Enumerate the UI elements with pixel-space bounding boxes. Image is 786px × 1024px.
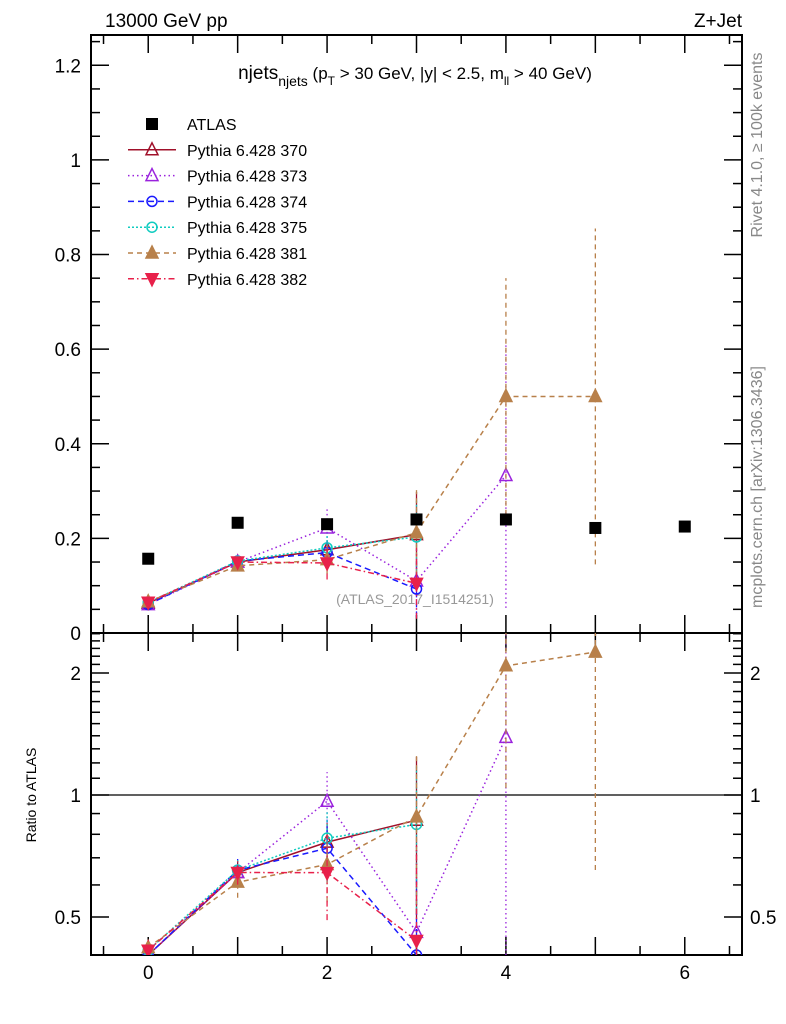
header-right: Z+Jet <box>694 11 743 32</box>
atlas-data-point <box>142 552 155 565</box>
legend-label: Pythia 6.428 373 <box>187 169 307 186</box>
series-381-ratio-point <box>498 657 514 672</box>
y-tick-label: 0.6 <box>55 340 81 361</box>
y-tick-label: 1 <box>70 151 81 172</box>
legend-entry: Pythia 6.428 370 <box>128 141 307 160</box>
series-375-ratio-line <box>147 823 417 951</box>
header-left: 13000 GeV pp <box>105 11 228 32</box>
series-373-ratio-point <box>319 792 335 807</box>
atlas-data-point <box>499 513 512 526</box>
legend-label: Pythia 6.428 382 <box>187 272 307 289</box>
legend-entry: Pythia 6.428 374 <box>128 194 307 211</box>
y-tick-label: 0 <box>70 624 81 645</box>
x-tick-label: 4 <box>501 963 512 984</box>
legend-label: Pythia 6.428 381 <box>187 246 307 263</box>
ratio-y-tick-label: 0.5 <box>55 908 81 929</box>
series-374-ratio-line <box>147 847 418 955</box>
ratio-y-tick-label-right: 0.5 <box>750 908 776 929</box>
mcplots-label: mcplots.cern.ch [arXiv:1306.3436] <box>749 366 766 608</box>
series-382-ratio-point <box>141 944 156 955</box>
legend-marker <box>146 221 158 233</box>
atlas-data-point <box>410 513 423 526</box>
atlas-data-point <box>678 520 691 533</box>
series-382-point <box>409 577 424 593</box>
analysis-watermark: (ATLAS_2017_I1514251) <box>336 591 494 607</box>
x-tick-label: 6 <box>679 963 690 984</box>
series-382-ratio-point <box>319 866 335 882</box>
y-tick-label: 1.2 <box>55 56 81 77</box>
series-381-point <box>588 387 603 403</box>
series-373-point <box>498 466 514 482</box>
legend-label: Pythia 6.428 375 <box>187 220 307 237</box>
x-tick-label: 2 <box>322 963 333 984</box>
legend-entry: ATLAS <box>146 117 237 134</box>
atlas-data-point <box>321 518 334 531</box>
series-382-ratio-point <box>409 934 424 950</box>
series-373-ratio-line <box>147 737 507 955</box>
ratio-panel <box>141 633 603 955</box>
series-381-ratio-point <box>588 643 603 658</box>
atlas-data-point <box>589 521 602 534</box>
rivet-version-label: Rivet 4.1.0, ≥ 100k events <box>749 53 766 238</box>
series-382-ratio-line <box>147 871 417 951</box>
series-374-line <box>147 551 417 606</box>
legend-marker <box>144 273 160 288</box>
y-tick-label: 0.4 <box>55 435 82 456</box>
legend-label: ATLAS <box>187 117 237 134</box>
legend-label: Pythia 6.428 370 <box>187 143 307 160</box>
ratio-y-axis-label: Ratio to ATLAS <box>23 748 39 843</box>
ratio-y-tick-label: 1 <box>70 786 81 807</box>
series-381-point <box>409 524 424 539</box>
main-panel <box>141 228 691 619</box>
x-tick-label: 0 <box>143 963 154 984</box>
series-381-ratio-line <box>147 651 596 949</box>
ratio-y-tick-label-right: 2 <box>750 664 761 685</box>
series-381-ratio-point <box>409 808 424 823</box>
ratio-y-tick-label-right: 1 <box>750 786 761 807</box>
chart-title: njetsnjets (pT > 30 GeV, |y| < 2.5, mll … <box>238 63 592 89</box>
atlas-data-point <box>231 516 244 529</box>
y-tick-label: 0.2 <box>55 529 81 550</box>
legend-marker <box>144 141 160 156</box>
legend-entry: Pythia 6.428 381 <box>128 244 307 263</box>
series-382-point <box>141 596 156 611</box>
y-tick-label: 0.8 <box>55 246 81 267</box>
series-381-point <box>498 387 514 403</box>
ratio-y-tick-label: 2 <box>70 664 81 685</box>
legend-entry: Pythia 6.428 382 <box>128 272 307 289</box>
series-382-point <box>230 556 245 571</box>
series-375-line <box>147 536 417 603</box>
legend-marker <box>144 244 160 259</box>
legend-marker <box>144 166 160 182</box>
series-382-line <box>147 561 417 603</box>
legend-entry: Pythia 6.428 375 <box>128 220 307 237</box>
legend-label: Pythia 6.428 374 <box>187 194 307 211</box>
legend-entry: Pythia 6.428 373 <box>128 166 307 186</box>
legend-marker <box>146 118 158 130</box>
series-382-point <box>319 557 335 572</box>
series-382-ratio-point <box>230 866 245 882</box>
legend-marker <box>146 195 158 208</box>
series-370-ratio-line <box>147 819 417 955</box>
